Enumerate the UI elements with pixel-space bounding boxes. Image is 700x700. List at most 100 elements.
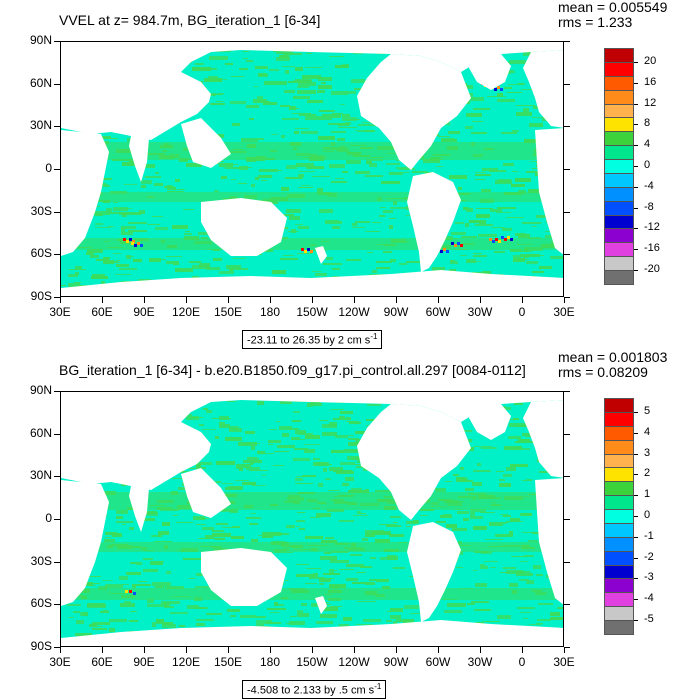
lon-tick-label: 90W: [383, 305, 409, 319]
lon-tick-label: 90W: [383, 655, 409, 669]
lat-tick-label: 60S: [30, 246, 52, 261]
lon-tick-mark: [438, 297, 439, 303]
lat-tick-mark: [54, 211, 60, 213]
lon-tick-mark: [144, 297, 145, 303]
colorbar-swatch: [604, 578, 634, 594]
colorbar-swatch: [604, 172, 634, 188]
colorbar-tick: [634, 578, 638, 580]
colorbar-swatch: [604, 522, 634, 538]
colorbar-label: 3: [644, 446, 651, 459]
lat-tick-mark: [564, 433, 570, 435]
lon-tick-mark: [228, 297, 229, 303]
lat-tick-label: 0: [45, 161, 52, 175]
colorbar-swatch: [604, 398, 634, 413]
stats-readout: mean = 0.001803 rms = 0.08209: [558, 350, 667, 380]
lat-tick-label: 60S: [30, 596, 52, 611]
lon-tick-label: 60E: [91, 655, 113, 669]
lon-tick-label: 60E: [91, 305, 113, 319]
colorbar-swatch: [604, 159, 634, 174]
colorbar-swatch: [604, 564, 634, 580]
colorbar-swatch: [604, 606, 634, 622]
colorbar-tick: [634, 249, 638, 251]
colorbar-swatch: [604, 214, 634, 230]
colorbar-tick: [634, 103, 638, 105]
stats-mean: mean = 0.001803: [558, 349, 668, 365]
colorbar-swatch: [604, 200, 634, 216]
colorbar-swatch: [604, 75, 634, 91]
lat-tick-label: 30N: [29, 118, 52, 133]
colorbar-label: 4: [644, 425, 651, 438]
stats-readout: mean = 0.005549 rms = 1.233: [558, 0, 667, 30]
range-unit-exponent: -1: [374, 682, 382, 691]
stats-mean: mean = 0.005549: [558, 0, 668, 15]
colorbar-label: 12: [644, 96, 657, 109]
lat-tick-mark: [564, 211, 570, 213]
lon-tick-label: 30W: [467, 305, 493, 319]
colorbar-label: -3: [644, 571, 654, 584]
lat-tick-label: 0: [45, 511, 52, 525]
colorbar-tick: [634, 145, 638, 147]
lat-tick-mark: [54, 604, 60, 606]
colorbar-tick: [634, 228, 638, 230]
lon-tick-label: 150W: [296, 655, 328, 669]
colorbar-label: 4: [644, 138, 651, 151]
colorbar-tick: [634, 620, 638, 622]
lon-tick-mark: [102, 647, 103, 653]
colorbar-swatch: [604, 495, 634, 511]
colorbar-tick: [634, 474, 638, 476]
colorbar-label: 5: [644, 404, 651, 417]
lat-tick-mark: [564, 41, 570, 42]
colorbar-tick: [634, 61, 638, 63]
panel-bottom: BG_iteration_1 [6-34] - b.e20.B1850.f09_…: [0, 350, 700, 700]
lon-tick-mark: [186, 647, 187, 653]
lon-tick-mark: [144, 647, 145, 653]
lon-tick-label: 30W: [467, 655, 493, 669]
lon-tick-mark: [354, 297, 355, 303]
colorbar-label: 0: [644, 509, 651, 521]
lat-tick-label: 30S: [30, 553, 52, 568]
lon-tick-label: 180: [259, 655, 281, 669]
lat-tick-mark: [564, 561, 570, 563]
colorbar-swatch: [604, 550, 634, 566]
lon-tick-label: 30E: [553, 305, 575, 319]
lon-tick-mark: [312, 647, 313, 653]
colorbar-tick: [634, 432, 638, 434]
lon-tick-label: 150E: [213, 305, 243, 319]
colorbar-label: 16: [644, 75, 657, 88]
colorbar-swatch: [604, 61, 634, 77]
colorbar-label: -4: [644, 592, 654, 605]
colorbar-swatch: [604, 89, 634, 105]
lat-tick-mark: [54, 519, 60, 520]
colorbar-swatch: [604, 425, 634, 441]
range-text: -23.11 to 26.35 by 2 cm s: [247, 334, 371, 347]
colorbar-label: -2: [644, 550, 654, 563]
extreme-value-spots: [125, 590, 136, 595]
lon-tick-mark: [396, 647, 397, 653]
lon-tick-label: 30E: [49, 655, 71, 669]
lat-tick-mark: [564, 254, 570, 256]
colorbar-swatch: [604, 242, 634, 258]
lon-tick-label: 30E: [49, 305, 71, 319]
colorbar-tick: [634, 536, 638, 538]
colorbar-label: 0: [644, 159, 651, 171]
colorbar-swatch: [604, 48, 634, 63]
lat-tick-label: 60N: [29, 425, 52, 440]
colorbar-label: 2: [644, 467, 651, 480]
colorbar-swatch: [604, 509, 634, 524]
panel-top: VVEL at z= 984.7m, BG_iteration_1 [6-34]…: [29, 0, 667, 349]
colorbar-swatch: [604, 481, 634, 497]
lat-tick-mark: [564, 126, 570, 128]
lon-tick-mark: [396, 297, 397, 303]
colorbar-swatch: [604, 536, 634, 552]
lon-tick-mark: [522, 297, 523, 303]
lon-tick-mark: [270, 297, 271, 303]
stats-rms: rms = 0.08209: [558, 364, 648, 380]
colorbar-swatch: [604, 411, 634, 427]
colorbar-swatch: [604, 256, 634, 272]
colorbar-label: -20: [644, 263, 660, 276]
map-plot: [60, 41, 564, 297]
colorbar-swatch: [604, 103, 634, 119]
lat-tick-mark: [564, 476, 570, 478]
lon-tick-label: 120E: [171, 655, 201, 669]
colorbar-label: -5: [644, 613, 654, 626]
